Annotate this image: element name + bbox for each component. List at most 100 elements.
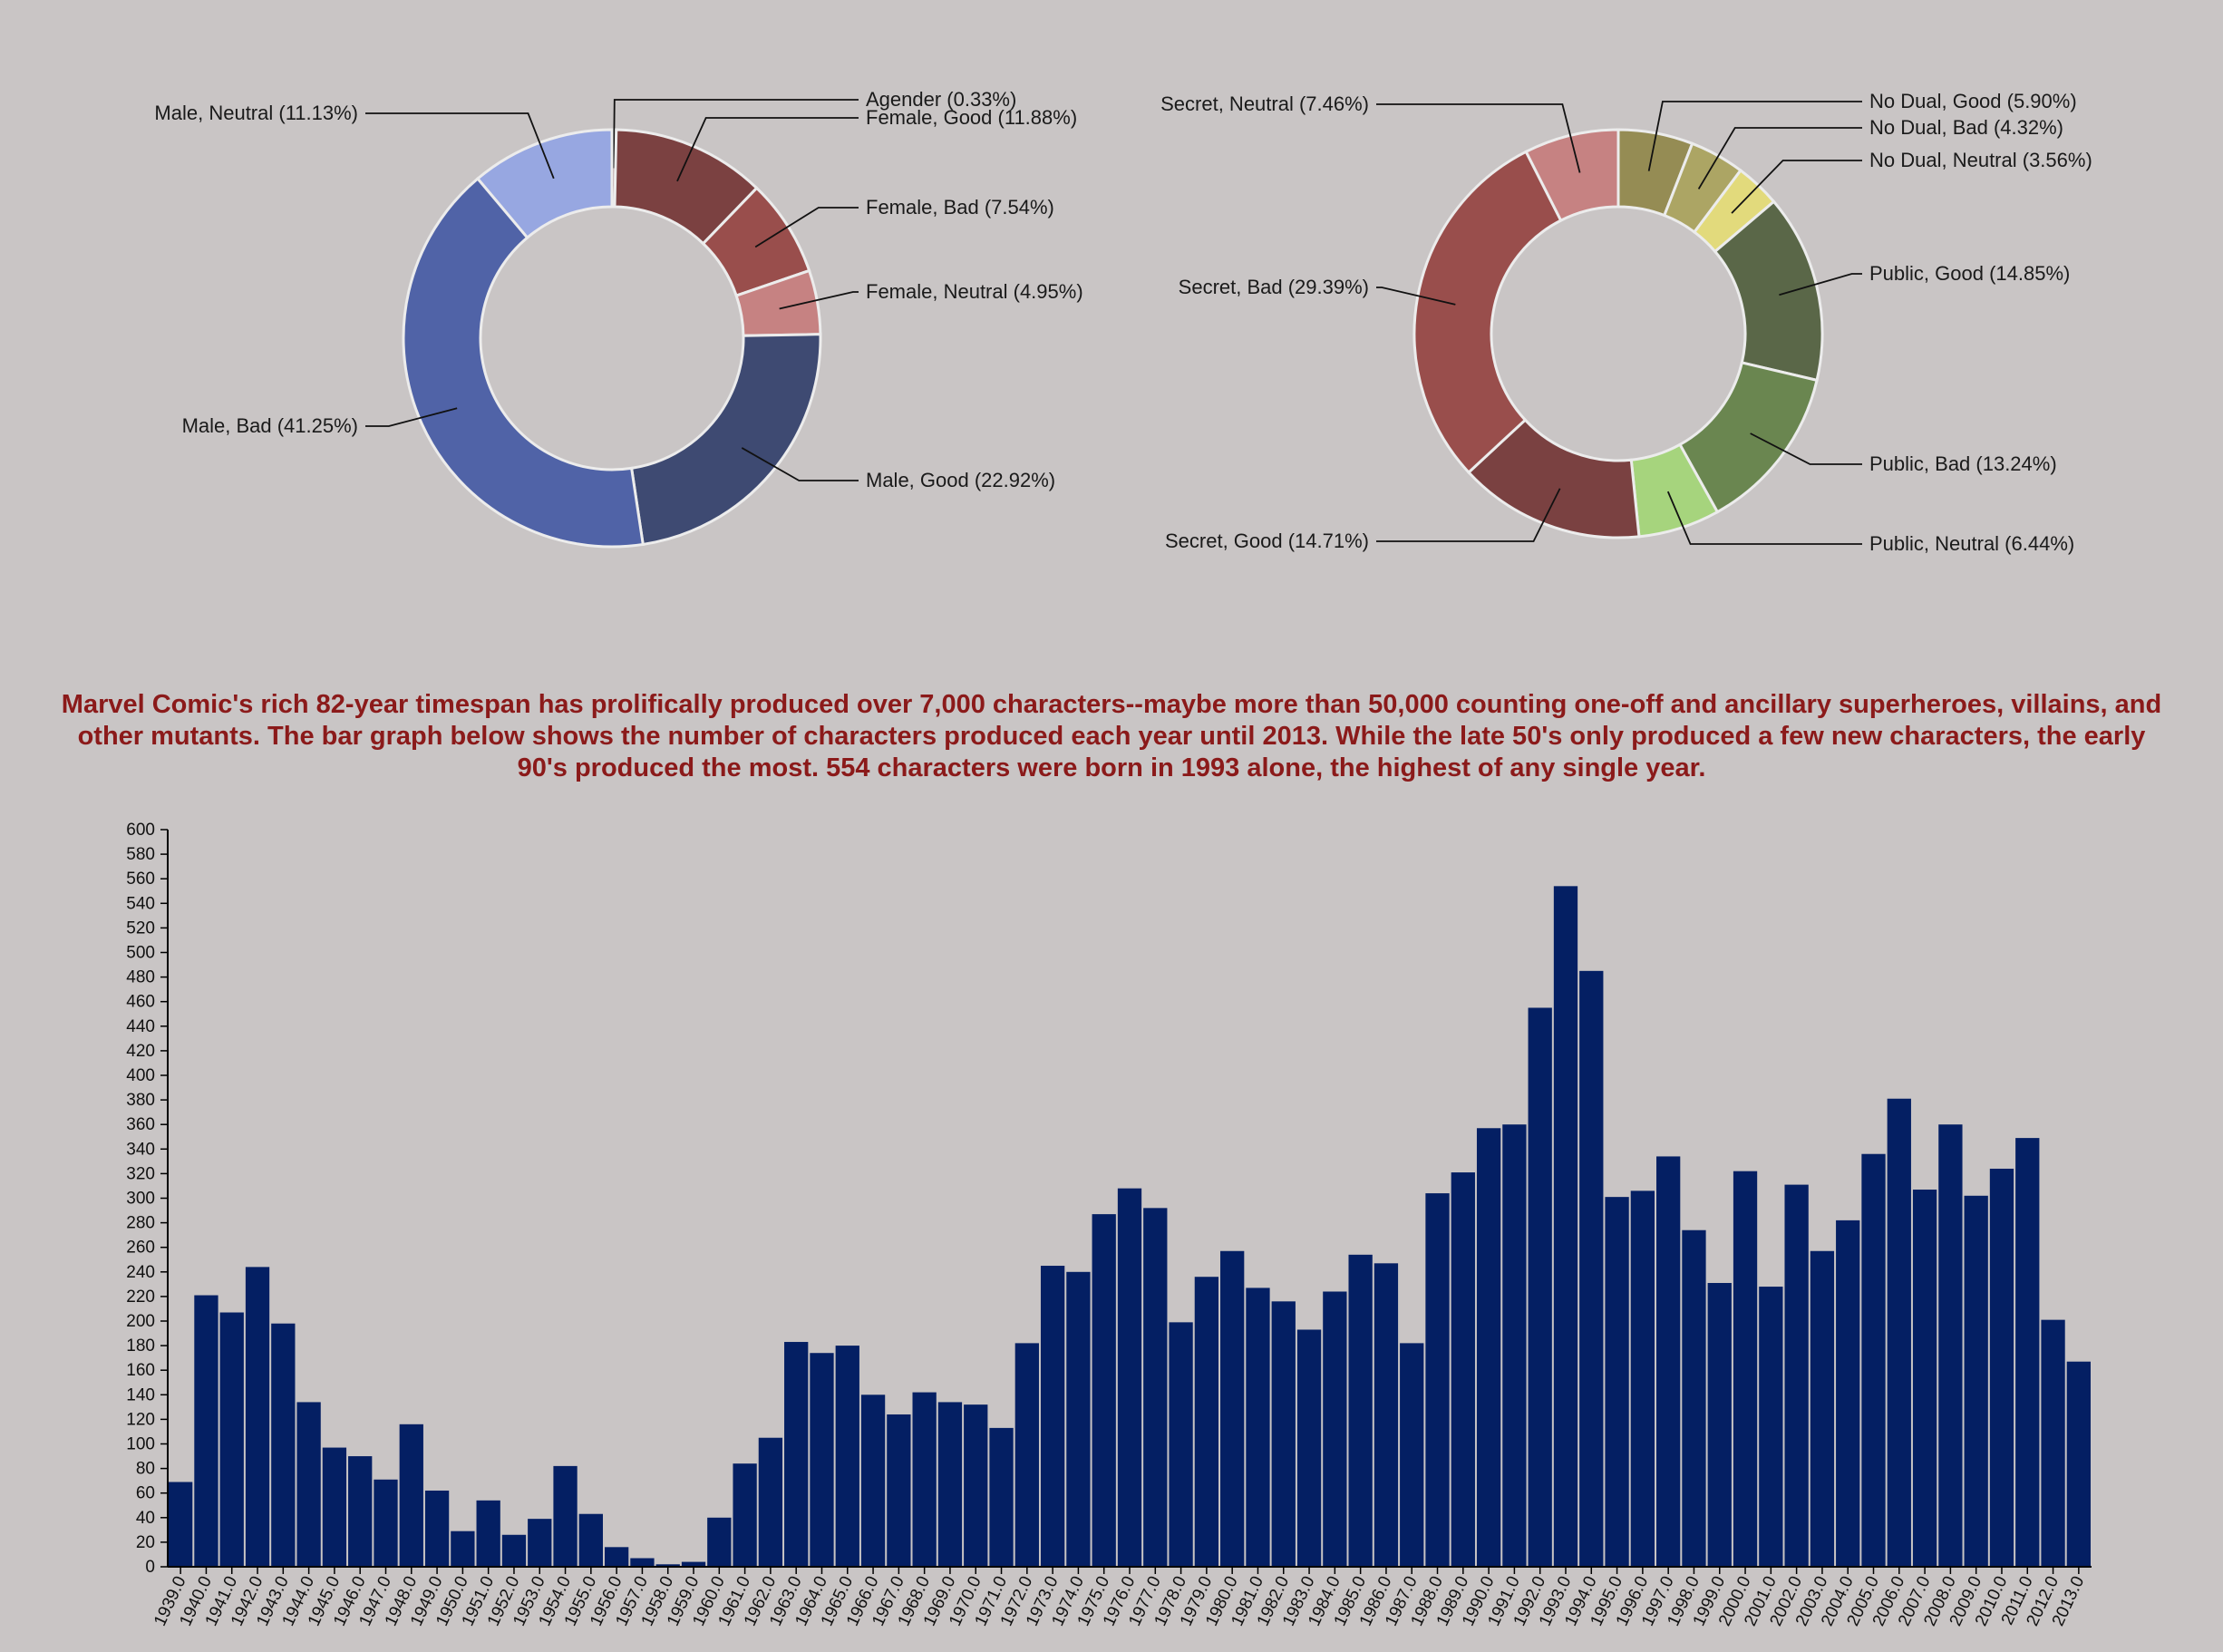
y-tick-label: 460 xyxy=(126,993,155,1012)
bar-1967 xyxy=(887,1414,911,1567)
bar-2003 xyxy=(1810,1250,1835,1567)
y-tick-label: 580 xyxy=(126,845,155,864)
y-tick-label: 320 xyxy=(126,1164,155,1183)
leader-line-secret-good xyxy=(1376,488,1561,542)
bar-1964 xyxy=(810,1353,834,1567)
bar-1991 xyxy=(1502,1124,1527,1567)
y-tick-label: 120 xyxy=(126,1410,155,1429)
bar-1950 xyxy=(451,1531,475,1567)
bar-1942 xyxy=(245,1267,270,1567)
bar-1983 xyxy=(1296,1329,1322,1567)
bar-1972 xyxy=(1014,1343,1039,1567)
y-tick-label: 60 xyxy=(136,1484,155,1503)
leader-line-male-neutral xyxy=(365,112,555,180)
chart-description: Marvel Comic's rich 82-year timespan has… xyxy=(61,690,2162,782)
bar-1957 xyxy=(630,1558,655,1567)
bar-1949 xyxy=(424,1490,450,1567)
bar-1952 xyxy=(501,1534,527,1567)
slice-label-public-neutral: Public, Neutral (6.44%) xyxy=(1869,532,2074,555)
bar-1944 xyxy=(296,1402,321,1567)
leader-line-public-good xyxy=(1779,273,1862,296)
y-tick-label: 400 xyxy=(126,1066,155,1085)
bar-2013 xyxy=(2066,1361,2091,1567)
leader-line-no-dual-neutral xyxy=(1731,160,1862,214)
y-tick-label: 600 xyxy=(126,821,155,840)
y-tick-label: 20 xyxy=(136,1533,155,1552)
slice-label-secret-neutral: Secret, Neutral (7.46%) xyxy=(1160,92,1369,115)
y-tick-label: 560 xyxy=(126,870,155,889)
bar-2009 xyxy=(1964,1195,1988,1567)
bar-1965 xyxy=(835,1346,859,1567)
y-tick-label: 200 xyxy=(126,1312,155,1331)
y-tick-label: 100 xyxy=(126,1435,155,1454)
leader-line-public-bad xyxy=(1750,432,1862,465)
bar-1962 xyxy=(758,1437,783,1567)
slice-label-male-good: Male, Good (22.92%) xyxy=(866,469,1055,491)
bar-2006 xyxy=(1887,1098,1911,1567)
bar-1969 xyxy=(937,1402,963,1567)
bar-1939 xyxy=(169,1482,193,1567)
y-tick-label: 480 xyxy=(126,968,155,987)
bar-1963 xyxy=(784,1342,809,1567)
leader-line-no-dual-bad xyxy=(1697,127,1862,189)
bar-1986 xyxy=(1374,1263,1399,1567)
bar-1984 xyxy=(1323,1291,1347,1567)
bar-1999 xyxy=(1707,1282,1732,1567)
slice-label-male-bad: Male, Bad (41.25%) xyxy=(182,414,358,437)
slice-male-good xyxy=(629,333,822,547)
bar-1975 xyxy=(1092,1214,1116,1567)
bar-1954 xyxy=(553,1465,578,1567)
bar-1998 xyxy=(1682,1229,1706,1567)
bar-2008 xyxy=(1938,1124,1963,1567)
leader-line-female-neutral xyxy=(779,291,859,310)
bar-1971 xyxy=(989,1427,1014,1567)
bar-1985 xyxy=(1348,1254,1373,1567)
y-tick-label: 240 xyxy=(126,1263,155,1282)
bar-1987 xyxy=(1400,1343,1424,1567)
y-tick-label: 380 xyxy=(126,1091,155,1110)
slice-label-female-good: Female, Good (11.88%) xyxy=(866,106,1077,129)
x-axis: 1939.01940.01941.01942.01943.01944.01945… xyxy=(150,1566,2092,1629)
slice-label-female-bad: Female, Bad (7.54%) xyxy=(866,196,1054,219)
y-tick-label: 540 xyxy=(126,894,155,913)
slice-label-male-neutral: Male, Neutral (11.13%) xyxy=(154,102,358,124)
bar-2001 xyxy=(1759,1287,1783,1567)
bar-2007 xyxy=(1912,1190,1937,1567)
y-tick-label: 360 xyxy=(126,1115,155,1134)
bar-2000 xyxy=(1733,1171,1758,1567)
bar-1955 xyxy=(578,1513,603,1567)
bar-1996 xyxy=(1630,1190,1655,1567)
bar-1951 xyxy=(476,1500,500,1567)
leader-line-secret-bad xyxy=(1376,287,1456,306)
y-tick-label: 140 xyxy=(126,1385,155,1404)
y-tick-label: 520 xyxy=(126,918,155,938)
character-type-donut: Agender (0.33%)Female, Good (11.88%) Fema… xyxy=(154,88,1083,549)
bar-1959 xyxy=(681,1561,706,1567)
slice-label-secret-bad: Secret, Bad (29.39%) xyxy=(1179,276,1369,298)
slice-male-neutral xyxy=(475,128,614,240)
bar-1966 xyxy=(860,1394,886,1567)
bar-1992 xyxy=(1528,1007,1552,1567)
characters-per-year-bar-chart: 0 20 40 60 80 100 120 140 160 180 200 220 240 260 280 3… xyxy=(126,821,2092,1629)
slice-label-public-good: Public, Good (14.85%) xyxy=(1869,262,2070,285)
y-tick-label: 300 xyxy=(126,1190,155,1209)
leader-line-male-bad xyxy=(365,407,458,427)
leader-line-agender xyxy=(613,99,859,169)
leader-line-secret-neutral xyxy=(1376,103,1581,173)
bar-2011 xyxy=(2015,1138,2040,1567)
bar-1943 xyxy=(271,1323,296,1567)
leader-line-public-neutral xyxy=(1666,491,1862,545)
y-tick-label: 420 xyxy=(126,1042,155,1061)
bar-2012 xyxy=(2041,1319,2065,1567)
bar-1947 xyxy=(374,1479,398,1567)
slice-label-secret-good: Secret, Good (14.71%) xyxy=(1165,530,1369,552)
y-axis: 0 20 40 60 80 100 120 140 160 180 200 220 240 260 280 3… xyxy=(126,821,169,1577)
y-tick-label: 40 xyxy=(136,1509,155,1528)
bar-1988 xyxy=(1425,1193,1450,1567)
slice-label-no-dual-good: No Dual, Good (5.90%) xyxy=(1869,90,2077,112)
bar-1981 xyxy=(1246,1288,1270,1567)
bar-1990 xyxy=(1476,1128,1501,1567)
bar-1946 xyxy=(348,1456,373,1567)
bar-1953 xyxy=(528,1519,552,1567)
y-tick-label: 260 xyxy=(126,1239,155,1258)
